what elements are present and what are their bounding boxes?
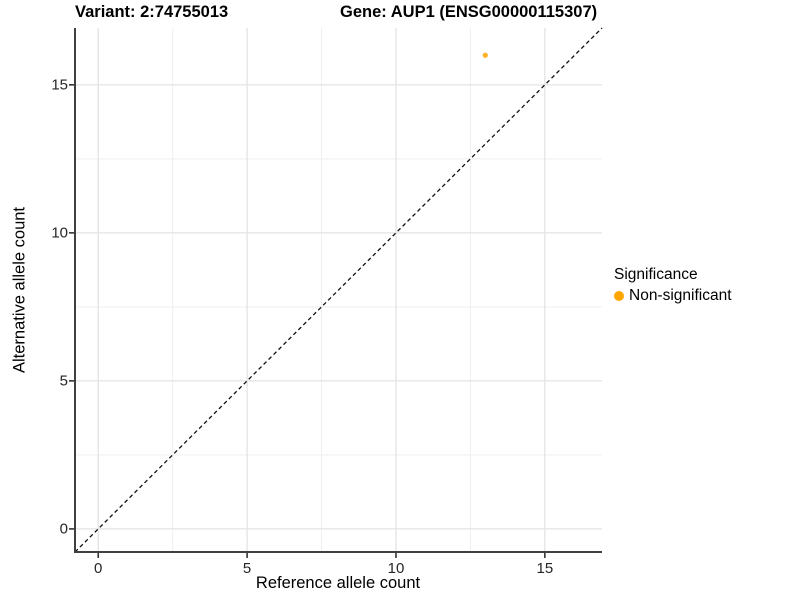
plot-panel [69,27,603,558]
y-tick-label: 5 [59,372,68,390]
legend-item-non-significant: Non-significant [614,287,732,305]
legend: Significance Non-significant [614,266,732,305]
data-point [482,52,488,58]
x-tick-label: 5 [242,560,252,577]
plot-title-variant: Variant: 2:74755013 [75,3,229,21]
y-tick-label: 0 [59,520,68,538]
y-tick-label: 15 [51,76,68,94]
legend-item-label: Non-significant [629,287,732,304]
x-tick-label: 10 [387,560,405,577]
identity-dashed-line [74,27,603,553]
x-axis-title: Reference allele count [255,574,421,592]
x-tick-label: 15 [536,560,554,577]
y-tick-label: 10 [51,224,68,242]
y-axis-title: Alternative allele count [10,206,29,374]
plot-title-gene: Gene: AUP1 (ENSG00000115307) [340,3,598,21]
scatter-plot-canvas [69,27,603,558]
legend-point-icon [614,291,624,301]
legend-title: Significance [614,266,698,283]
x-tick-label: 0 [94,560,103,577]
